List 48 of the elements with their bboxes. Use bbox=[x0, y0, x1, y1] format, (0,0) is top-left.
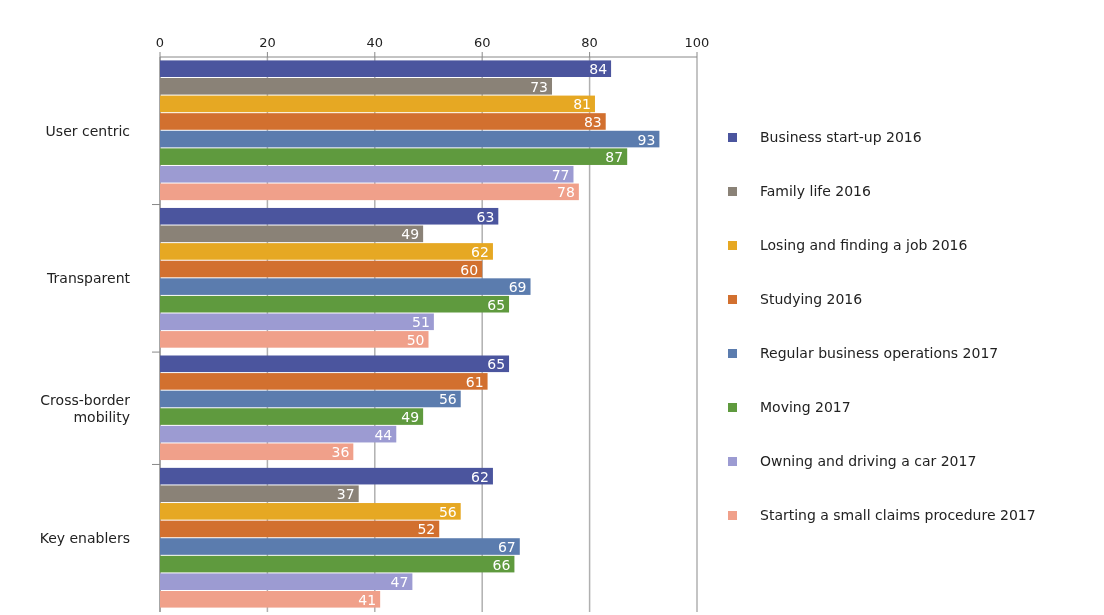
data-label: 65 bbox=[487, 296, 506, 313]
data-label: 61 bbox=[465, 373, 484, 390]
data-label: 52 bbox=[417, 521, 436, 538]
legend-label: Studying 2016 bbox=[760, 291, 863, 307]
y-tick-label: Key enablers bbox=[39, 530, 130, 547]
legend-label: Owning and driving a car 2017 bbox=[760, 453, 977, 469]
data-label: 77 bbox=[551, 166, 570, 183]
y-tick-label: Transparent bbox=[46, 270, 131, 287]
data-label: 50 bbox=[406, 331, 425, 348]
x-tick-label: 80 bbox=[581, 35, 598, 50]
data-label: 49 bbox=[401, 409, 420, 426]
x-tick-label: 60 bbox=[473, 35, 491, 50]
data-label: 62 bbox=[471, 243, 489, 260]
data-label: 41 bbox=[358, 591, 377, 608]
data-label: 36 bbox=[331, 444, 350, 461]
x-tick-label: 100 bbox=[684, 35, 710, 50]
x-tick-label: 20 bbox=[259, 35, 276, 50]
data-label: 60 bbox=[460, 261, 479, 278]
data-label: 49 bbox=[401, 226, 420, 243]
data-label: 93 bbox=[637, 131, 656, 148]
legend-label: Family life 2016 bbox=[760, 183, 871, 199]
data-label: 73 bbox=[530, 78, 549, 95]
data-label: 81 bbox=[573, 96, 591, 113]
data-label: 44 bbox=[374, 426, 393, 443]
data-label: 56 bbox=[438, 503, 457, 520]
legend-label: Business start-up 2016 bbox=[760, 129, 922, 145]
data-label: 65 bbox=[487, 356, 506, 373]
y-tick-label: Cross-border mobility bbox=[40, 391, 131, 425]
legend-label: Losing and finding a job 2016 bbox=[760, 237, 968, 253]
data-label: 87 bbox=[605, 149, 624, 166]
data-label: 66 bbox=[492, 556, 511, 573]
data-label: 62 bbox=[471, 468, 489, 485]
y-tick-label: User centric bbox=[45, 122, 130, 139]
legend-label: Regular business operations 2017 bbox=[760, 345, 999, 361]
data-label: 47 bbox=[390, 574, 409, 591]
legend-label: Moving 2017 bbox=[760, 399, 851, 415]
data-label: 37 bbox=[336, 486, 355, 503]
x-tick-label: 40 bbox=[366, 35, 384, 50]
data-label: 69 bbox=[508, 279, 527, 296]
data-label: 84 bbox=[589, 61, 608, 78]
data-label: 51 bbox=[412, 314, 430, 331]
legend-label: Starting a small claims procedure 2017 bbox=[760, 507, 1036, 523]
data-label: 56 bbox=[438, 391, 457, 408]
x-tick-label: 0 bbox=[155, 35, 165, 50]
data-label: 67 bbox=[497, 539, 516, 556]
data-label: 78 bbox=[557, 184, 575, 201]
data-label: 63 bbox=[476, 208, 495, 225]
data-label: 83 bbox=[583, 113, 602, 130]
